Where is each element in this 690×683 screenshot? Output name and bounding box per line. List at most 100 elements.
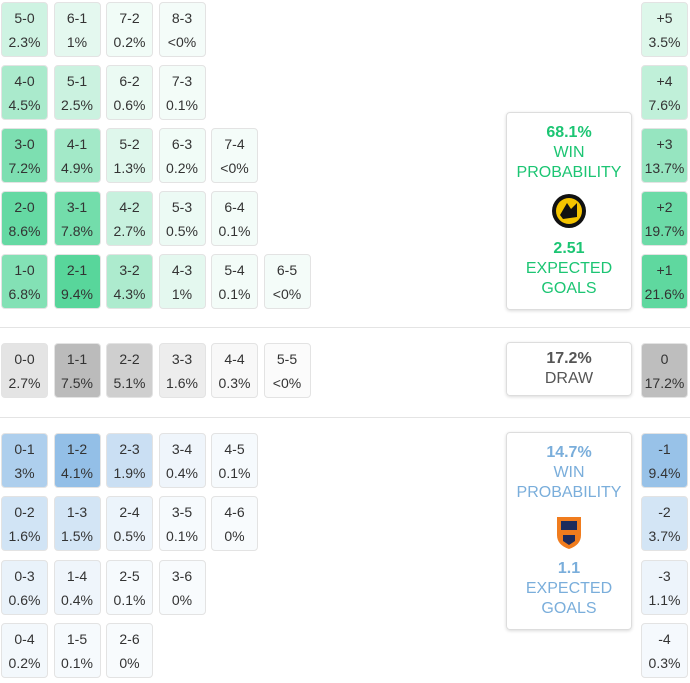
score: 7-4 [224, 135, 245, 152]
probability: 7.2% [8, 159, 41, 176]
score: 6-5 [276, 261, 298, 278]
score: 4-4 [224, 350, 245, 367]
probability: 0.3% [218, 374, 251, 391]
score-cell: 3-3 1.6% [158, 343, 206, 398]
margin-cell: 0 17.2% [641, 343, 688, 398]
score-cell: 8-3 <0% [158, 2, 206, 57]
probability: 0.1% [113, 591, 146, 608]
score-cell: 2-4 0.5% [106, 496, 153, 551]
score-cell: 3-5 0.1% [158, 496, 206, 551]
score-cell: 5-2 1.3% [106, 128, 153, 183]
margin: +4 [656, 72, 673, 89]
score-cell: 7-3 0.1% [158, 65, 206, 120]
score-cell: 3-1 7.8% [53, 191, 101, 246]
home-probability-label: WIN PROBABILITY [516, 144, 622, 181]
score-cell: 1-5 0.1% [53, 623, 101, 678]
home-card: 68.1% WIN PROBABILITY 2.51 EXPECTED GOAL… [506, 112, 632, 310]
score: 1-2 [66, 440, 88, 457]
probability: 3.7% [648, 527, 681, 544]
score-cell: 0-0 2.7% [1, 343, 48, 398]
probability: 4.1% [61, 464, 93, 481]
score-cell: 3-4 0.4% [158, 433, 206, 488]
probability: 0.1% [61, 654, 93, 671]
probability: 13.7% [644, 159, 685, 176]
probability: 0.2% [166, 159, 198, 176]
score-cell: 4-4 0.3% [211, 343, 258, 398]
score: 2-5 [119, 567, 140, 584]
probability: 3.5% [648, 33, 681, 50]
margin: 0 [660, 350, 669, 367]
probability: 0.1% [166, 527, 198, 544]
score-cell: 7-2 0.2% [106, 2, 153, 57]
score-cell: 5-4 0.1% [211, 254, 258, 309]
probability: 0.2% [113, 33, 146, 50]
probability: 0.1% [218, 464, 251, 481]
probability: 1.3% [113, 159, 146, 176]
probability: 8.6% [8, 222, 41, 239]
probability: 19.7% [644, 222, 685, 239]
probability: 1.5% [61, 527, 93, 544]
margin: -2 [658, 503, 671, 520]
score-cell: 7-4 <0% [211, 128, 258, 183]
score: 2-2 [119, 350, 140, 367]
away-xg-label: EXPECTED GOALS [525, 580, 613, 617]
draw-card: 17.2% DRAW [506, 342, 632, 396]
probability: <0% [272, 374, 302, 391]
away-logo [557, 517, 581, 549]
score: 4-6 [224, 503, 245, 520]
score-cell: 3-0 7.2% [1, 128, 48, 183]
probability: 9.4% [61, 285, 93, 302]
score-cell: 1-2 4.1% [53, 433, 101, 488]
probability: 2.7% [8, 374, 41, 391]
score-cell: 2-3 1.9% [106, 433, 153, 488]
probability: 0% [119, 654, 140, 671]
score: 3-3 [171, 350, 193, 367]
margin: +2 [656, 198, 673, 215]
score: 3-2 [119, 261, 140, 278]
score: 3-6 [171, 567, 193, 584]
probability: 21.6% [644, 285, 685, 302]
score-cell: 4-5 0.1% [211, 433, 258, 488]
score-cell: 2-1 9.4% [53, 254, 101, 309]
score-cell: 6-2 0.6% [106, 65, 153, 120]
score: 4-0 [14, 72, 35, 89]
draw-label: DRAW [544, 370, 594, 387]
margin-cell: +1 21.6% [641, 254, 688, 309]
probability: 0.5% [113, 527, 146, 544]
score: 7-3 [171, 72, 193, 89]
home-win-probability: 68.1% [546, 124, 592, 141]
probability: 5.1% [113, 374, 146, 391]
probability: 0.1% [218, 285, 251, 302]
score: 1-3 [66, 503, 88, 520]
margin: +5 [656, 9, 673, 26]
probability: 2.7% [113, 222, 146, 239]
margin-cell: +3 13.7% [641, 128, 688, 183]
probability: 0.1% [166, 96, 198, 113]
score: 2-4 [119, 503, 140, 520]
probability: 0% [171, 591, 193, 608]
probability: 1.6% [8, 527, 41, 544]
away-win-probability: 14.7% [546, 444, 592, 461]
margin: -1 [658, 440, 671, 457]
score-cell: 0-3 0.6% [1, 560, 48, 615]
away-xg: 1.1 [557, 560, 581, 577]
score: 5-1 [66, 72, 88, 89]
margin-cell: -2 3.7% [641, 496, 688, 551]
score: 1-5 [66, 630, 88, 647]
score-cell: 1-4 0.4% [53, 560, 101, 615]
score: 0-4 [14, 630, 35, 647]
score: 3-0 [14, 135, 35, 152]
score: 5-3 [171, 198, 193, 215]
probability: 1.1% [648, 591, 681, 608]
probability: 0.4% [61, 591, 93, 608]
score-cell: 5-0 2.3% [1, 2, 48, 57]
probability: 7.8% [61, 222, 93, 239]
score: 3-5 [171, 503, 193, 520]
probability: 6.8% [8, 285, 41, 302]
score: 8-3 [171, 9, 193, 26]
home-xg: 2.51 [553, 240, 585, 257]
score: 3-1 [66, 198, 88, 215]
margin-cell: +5 3.5% [641, 2, 688, 57]
score-cell: 3-6 0% [158, 560, 206, 615]
